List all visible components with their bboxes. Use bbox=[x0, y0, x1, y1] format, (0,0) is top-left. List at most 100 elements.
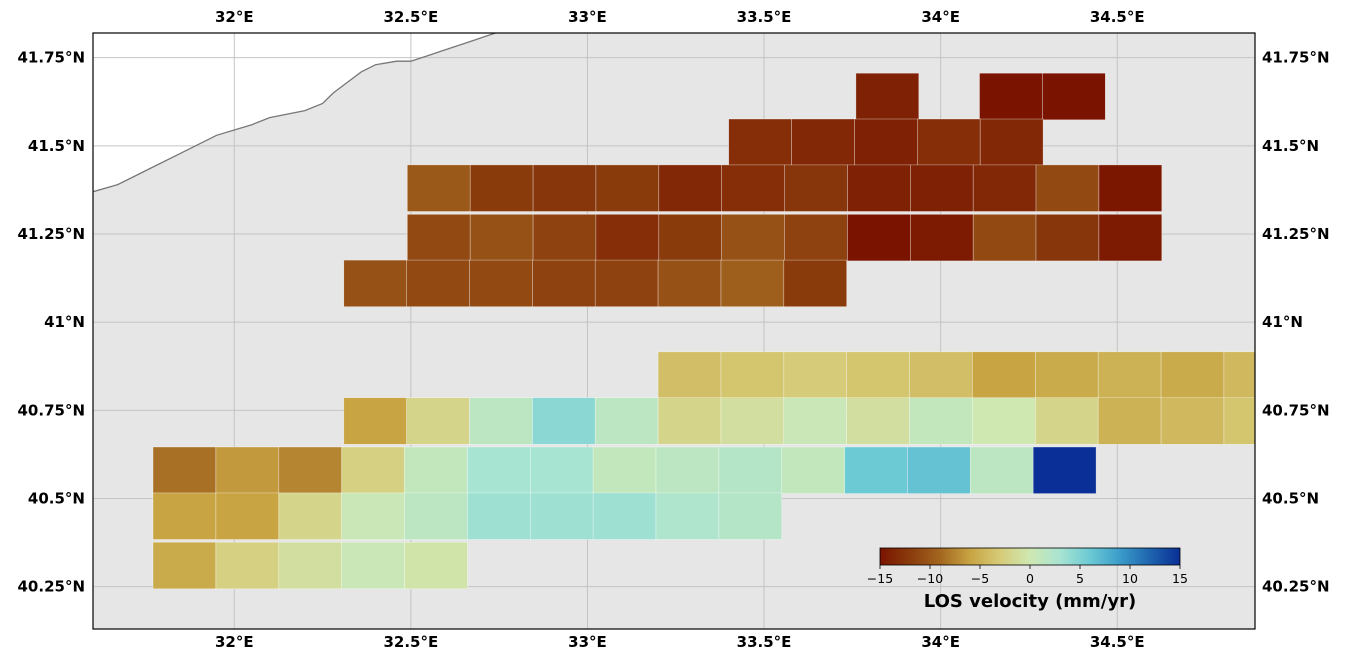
lat-tick-label-left: 40.5°N bbox=[28, 490, 85, 508]
velocity-cell bbox=[215, 492, 280, 540]
velocity-cell bbox=[720, 259, 785, 308]
lat-tick-label-left: 41°N bbox=[44, 313, 85, 331]
velocity-cell bbox=[152, 541, 217, 590]
velocity-cell bbox=[720, 397, 785, 445]
lon-tick-label-bottom: 33°E bbox=[568, 633, 607, 651]
velocity-cell bbox=[657, 351, 722, 399]
velocity-cell bbox=[1098, 164, 1163, 212]
colorbar-tick-label: −5 bbox=[971, 571, 989, 586]
velocity-cell bbox=[406, 397, 470, 445]
velocity-cell bbox=[1098, 214, 1163, 262]
velocity-cell bbox=[404, 446, 468, 494]
velocity-cell bbox=[1035, 351, 1099, 399]
velocity-cell bbox=[1223, 397, 1255, 445]
velocity-cell bbox=[907, 446, 971, 494]
velocity-cell bbox=[791, 118, 855, 166]
lon-tick-label-top: 33.5°E bbox=[737, 8, 792, 26]
velocity-cell bbox=[469, 164, 534, 212]
velocity-cell bbox=[1097, 351, 1162, 399]
lat-tick-label-right: 41.25°N bbox=[1262, 225, 1330, 243]
lon-tick-label-bottom: 33.5°E bbox=[737, 633, 792, 651]
velocity-cell bbox=[404, 541, 468, 590]
velocity-cell bbox=[278, 541, 342, 590]
velocity-cell bbox=[595, 164, 660, 212]
lon-tick-label-top: 32.5°E bbox=[383, 8, 438, 26]
velocity-cell bbox=[720, 351, 785, 399]
coastline bbox=[93, 33, 496, 193]
velocity-cell bbox=[215, 541, 280, 590]
velocity-cell bbox=[592, 446, 657, 494]
velocity-cell bbox=[278, 446, 342, 494]
lat-tick-label-left: 40.25°N bbox=[18, 578, 86, 596]
velocity-cell bbox=[784, 214, 848, 262]
velocity-cell bbox=[909, 397, 973, 445]
velocity-cell bbox=[909, 351, 973, 399]
colorbar-tick-label: −10 bbox=[917, 571, 943, 586]
velocity-cell bbox=[341, 446, 405, 494]
velocity-cell bbox=[592, 492, 657, 540]
colorbar-gradient bbox=[879, 547, 1181, 566]
velocity-cell bbox=[846, 397, 910, 445]
velocity-cell bbox=[1223, 351, 1255, 399]
lon-tick-label-top: 32°E bbox=[215, 8, 254, 26]
velocity-cell bbox=[152, 492, 217, 540]
lon-tick-label-bottom: 34°E bbox=[921, 633, 960, 651]
lon-tick-label-top: 34.5°E bbox=[1090, 8, 1145, 26]
lat-tick-label-right: 41.5°N bbox=[1262, 137, 1319, 155]
velocity-cell bbox=[657, 259, 722, 308]
lon-tick-label-top: 33°E bbox=[568, 8, 607, 26]
lat-tick-label-right: 40.25°N bbox=[1262, 578, 1330, 596]
velocity-cell bbox=[658, 164, 722, 212]
velocity-cell bbox=[469, 259, 533, 308]
velocity-cell bbox=[594, 259, 659, 308]
velocity-cell bbox=[783, 397, 847, 445]
velocity-cell bbox=[1097, 397, 1162, 445]
velocity-cell bbox=[469, 214, 534, 262]
velocity-cell bbox=[595, 214, 660, 262]
velocity-cell bbox=[909, 214, 974, 262]
colorbar-tick-label: −15 bbox=[867, 571, 893, 586]
velocity-cell bbox=[406, 164, 471, 212]
velocity-cell bbox=[783, 351, 847, 399]
velocity-cell bbox=[529, 492, 594, 540]
velocity-cell bbox=[594, 397, 659, 445]
lat-tick-label-right: 40.75°N bbox=[1262, 401, 1330, 419]
velocity-cell bbox=[469, 397, 533, 445]
colorbar-tick-label: 0 bbox=[1026, 571, 1034, 586]
velocity-cell bbox=[655, 446, 720, 494]
velocity-cell bbox=[152, 446, 217, 494]
colorbar-label: LOS velocity (mm/yr) bbox=[924, 591, 1136, 612]
velocity-cell bbox=[467, 492, 531, 540]
velocity-cell bbox=[532, 214, 597, 262]
velocity-cell bbox=[979, 118, 1044, 166]
lon-tick-label-bottom: 32°E bbox=[215, 633, 254, 651]
velocity-cell bbox=[728, 118, 792, 166]
velocity-cell bbox=[404, 492, 468, 540]
velocity-cell bbox=[847, 214, 911, 262]
colorbar-tick-label: 10 bbox=[1122, 571, 1138, 586]
velocity-cell bbox=[781, 446, 845, 494]
velocity-cell bbox=[341, 492, 405, 540]
velocity-cell bbox=[972, 214, 1037, 262]
colorbar-tick-label: 5 bbox=[1076, 571, 1084, 586]
velocity-cell bbox=[718, 446, 783, 494]
velocity-cell bbox=[343, 259, 407, 308]
lat-tick-label-left: 40.75°N bbox=[18, 401, 86, 419]
velocity-cell bbox=[532, 397, 596, 445]
lon-tick-label-bottom: 32.5°E bbox=[383, 633, 438, 651]
velocity-cell bbox=[972, 397, 1036, 445]
lon-tick-label-top: 34°E bbox=[921, 8, 960, 26]
velocity-cell bbox=[846, 351, 910, 399]
velocity-cell bbox=[718, 492, 783, 540]
lat-tick-label-left: 41.75°N bbox=[18, 49, 86, 67]
velocity-cell bbox=[909, 164, 974, 212]
velocity-cell bbox=[1035, 214, 1100, 262]
velocity-cell bbox=[341, 541, 405, 590]
lat-tick-label-left: 41.25°N bbox=[18, 225, 86, 243]
velocity-cell bbox=[1035, 397, 1099, 445]
velocity-cell bbox=[467, 446, 531, 494]
velocity-cell bbox=[532, 164, 597, 212]
velocity-cell bbox=[1035, 164, 1100, 212]
velocity-cell bbox=[916, 118, 981, 166]
